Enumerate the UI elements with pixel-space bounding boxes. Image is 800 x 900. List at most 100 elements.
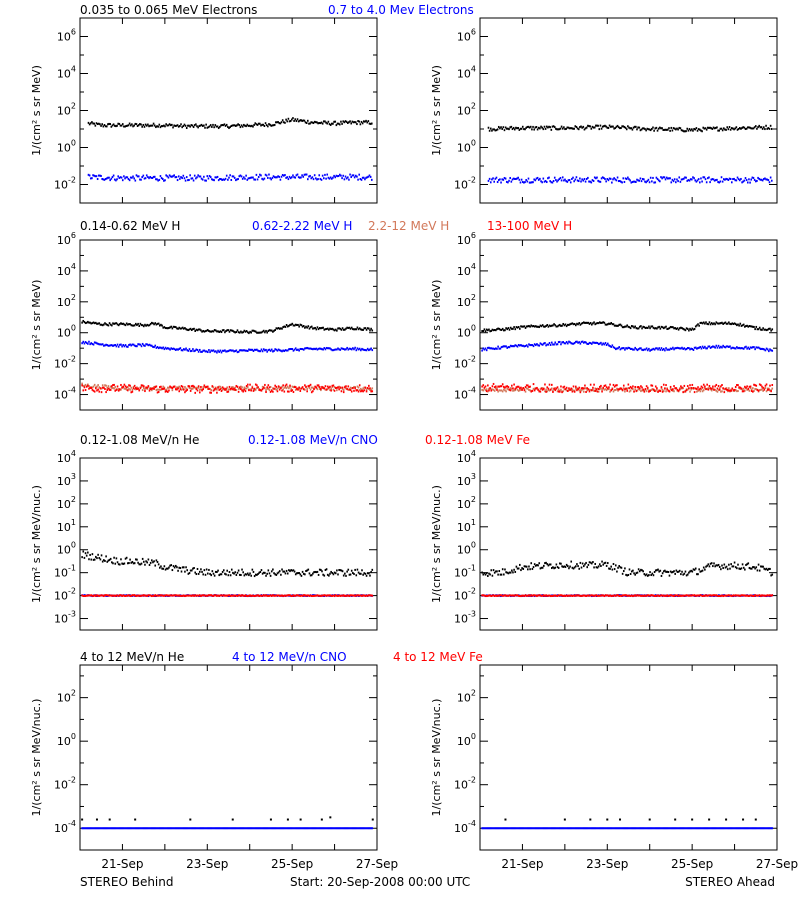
data-point — [725, 565, 728, 568]
data-point — [284, 349, 287, 352]
data-point — [544, 383, 546, 386]
data-point — [221, 349, 224, 352]
data-point — [630, 387, 633, 390]
data-point — [315, 121, 317, 124]
data-point — [238, 573, 241, 576]
data-point — [352, 121, 355, 124]
data-point — [706, 383, 708, 386]
data-point — [636, 389, 639, 392]
data-point — [162, 326, 165, 329]
data-point — [320, 594, 322, 597]
data-point — [516, 385, 519, 388]
data-point — [148, 343, 151, 346]
data-point — [680, 594, 682, 597]
data-point — [121, 179, 124, 182]
data-point — [371, 818, 374, 821]
data-point — [87, 173, 90, 176]
data-point — [535, 564, 537, 567]
data-point — [649, 176, 652, 179]
data-point — [246, 383, 249, 386]
data-point — [625, 573, 627, 576]
data-point — [241, 568, 243, 571]
data-point — [219, 349, 222, 352]
data-point — [490, 347, 493, 350]
data-point — [136, 387, 138, 390]
data-point — [245, 349, 248, 352]
data-point — [81, 382, 83, 385]
data-point — [511, 594, 513, 597]
data-point — [298, 325, 300, 328]
data-point — [326, 385, 329, 388]
data-point — [155, 385, 158, 388]
x-tick-label: 21-Sep — [101, 857, 143, 871]
data-point — [564, 178, 566, 181]
data-point — [350, 594, 353, 597]
data-point — [95, 818, 98, 821]
data-point — [333, 386, 336, 389]
data-point — [517, 343, 520, 346]
data-point — [354, 121, 357, 124]
data-point — [621, 326, 624, 329]
data-point — [219, 388, 222, 391]
data-point — [318, 387, 321, 390]
data-point — [249, 176, 252, 179]
data-point — [93, 174, 95, 177]
data-point — [633, 572, 635, 575]
data-point — [678, 176, 681, 179]
data-point — [632, 385, 634, 388]
data-point — [751, 176, 754, 179]
data-point — [338, 568, 340, 571]
data-point — [522, 387, 525, 390]
data-point — [119, 563, 121, 566]
data-point — [696, 347, 698, 350]
data-point — [144, 344, 146, 347]
data-point — [604, 561, 607, 564]
data-point — [483, 387, 486, 390]
data-point — [481, 571, 483, 574]
data-point — [568, 179, 571, 182]
data-point — [206, 175, 209, 178]
data-point — [664, 387, 666, 390]
y-tick-label: 102 — [457, 293, 476, 309]
data-point — [757, 328, 760, 331]
data-point — [654, 390, 657, 393]
data-point — [339, 569, 342, 572]
data-point — [140, 324, 143, 327]
data-point — [171, 594, 174, 597]
data-point — [285, 176, 287, 179]
data-point — [489, 594, 491, 597]
data-point — [127, 594, 129, 597]
data-point — [85, 341, 88, 344]
data-point — [189, 818, 192, 821]
data-point — [176, 386, 178, 389]
data-point — [317, 385, 320, 388]
data-point — [574, 387, 577, 390]
data-point — [362, 390, 364, 393]
data-point — [690, 347, 692, 350]
data-point — [606, 594, 609, 597]
data-point — [87, 594, 89, 597]
data-point — [280, 121, 283, 124]
data-point — [212, 386, 215, 389]
data-point — [216, 594, 218, 597]
data-point — [560, 125, 563, 128]
data-point — [572, 567, 575, 570]
data-point — [105, 594, 107, 597]
data-point — [356, 389, 359, 392]
data-point — [192, 384, 194, 387]
data-point — [289, 119, 292, 122]
data-point — [552, 179, 555, 182]
data-point — [709, 388, 712, 391]
data-point — [504, 345, 506, 348]
data-point — [146, 323, 149, 326]
data-point — [82, 595, 85, 598]
data-point — [145, 343, 147, 346]
data-point — [178, 390, 181, 393]
data-point — [246, 123, 249, 126]
data-point — [602, 594, 605, 597]
data-point — [584, 180, 587, 183]
data-point — [701, 130, 703, 133]
data-point — [180, 349, 183, 352]
data-point — [584, 127, 587, 130]
data-point — [128, 562, 130, 565]
